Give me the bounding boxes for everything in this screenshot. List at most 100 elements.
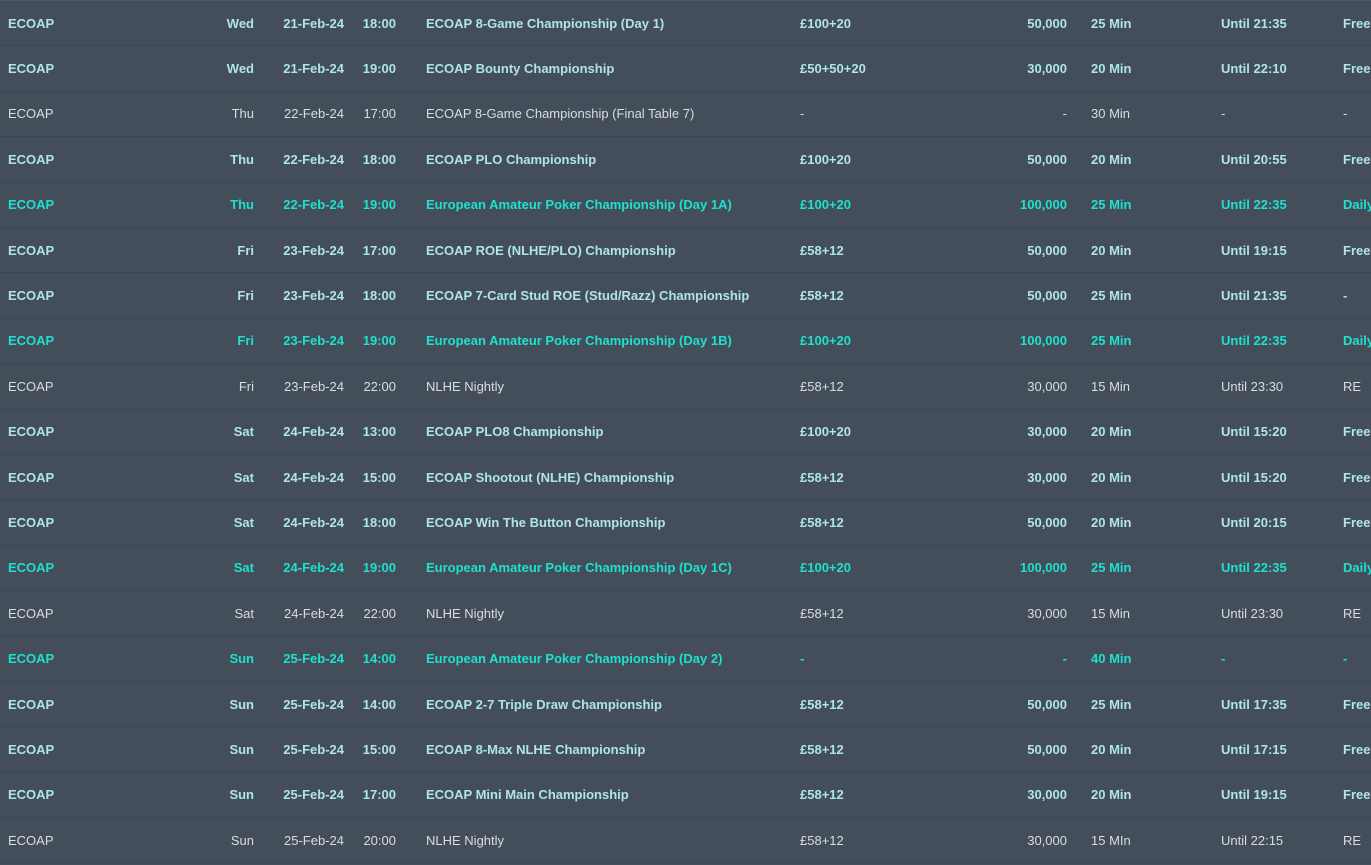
cell-starting-chips: 30,000	[1000, 408, 1067, 455]
cell-day: Fri	[220, 363, 254, 410]
cell-blind-levels: 40 Min	[1067, 635, 1191, 682]
cell-time: 18:00	[344, 499, 396, 546]
cell-spacer	[188, 408, 220, 455]
cell-format: Freezeout	[1326, 45, 1371, 92]
cell-spacer	[188, 181, 220, 228]
cell-late-registration: Until 22:35	[1191, 317, 1326, 365]
cell-format: RE	[1326, 363, 1371, 410]
cell-date: 21-Feb-24	[254, 0, 344, 47]
cell-date: 25-Feb-24	[254, 635, 344, 682]
cell-format: -	[1326, 272, 1371, 319]
cell-day: Fri	[220, 272, 254, 319]
cell-late-registration: Until 21:35	[1191, 0, 1326, 47]
tournament-row[interactable]: ECOAP Fri 23-Feb-24 17:00 ECOAP ROE (NLHE/PL…	[0, 226, 1371, 274]
cell-spacer	[188, 635, 220, 682]
tournament-row[interactable]: ECOAP Sun 25-Feb-24 15:00 ECOAP 8-Max NLHE C…	[0, 726, 1371, 773]
tournament-row[interactable]: ECOAP Sat 24-Feb-24 18:00 ECOAP Win The Butt…	[0, 499, 1371, 546]
cell-buyin: £50+50+20	[794, 45, 1000, 92]
cell-starting-chips: 30,000	[1000, 45, 1067, 92]
cell-late-registration: Until 19:15	[1191, 771, 1326, 819]
tournament-row[interactable]: ECOAP Wed 21-Feb-24 18:00 ECOAP 8-Game Champ…	[0, 0, 1371, 47]
cell-time: 17:00	[344, 226, 396, 274]
cell-blind-levels: 20 Min	[1067, 771, 1191, 819]
cell-brand: ECOAP	[0, 590, 188, 637]
cell-late-registration: Until 15:20	[1191, 408, 1326, 455]
tournament-row[interactable]: ECOAP Thu 22-Feb-24 19:00 European Amateur P…	[0, 181, 1371, 228]
cell-buyin: £100+20	[794, 0, 1000, 47]
cell-blind-levels: 25 Min	[1067, 0, 1191, 47]
tournament-row[interactable]: ECOAP Fri 23-Feb-24 18:00 ECOAP 7-Card Stud …	[0, 272, 1371, 319]
cell-date: 22-Feb-24	[254, 136, 344, 183]
cell-time: 22:00	[344, 363, 396, 410]
cell-date: 25-Feb-24	[254, 771, 344, 819]
cell-date: 24-Feb-24	[254, 453, 344, 501]
cell-day: Sun	[220, 771, 254, 819]
cell-time: 20:00	[344, 817, 396, 864]
tournament-row[interactable]: ECOAP Fri 23-Feb-24 22:00 NLHE Nightly £58+12…	[0, 363, 1371, 410]
cell-format: Freezeout	[1326, 453, 1371, 501]
cell-brand: ECOAP	[0, 0, 188, 47]
cell-late-registration: Until 17:35	[1191, 680, 1326, 728]
cell-late-registration: Until 23:30	[1191, 590, 1326, 637]
cell-late-registration: Until 22:10	[1191, 45, 1326, 92]
tournament-row[interactable]: ECOAP Wed 21-Feb-24 19:00 ECOAP Bounty Champ…	[0, 45, 1371, 92]
cell-time: 19:00	[344, 317, 396, 365]
cell-format: Freezeout	[1326, 408, 1371, 455]
cell-brand: ECOAP	[0, 90, 188, 138]
cell-spacer	[188, 544, 220, 592]
cell-day: Fri	[220, 226, 254, 274]
cell-event-name: ECOAP 8-Game Championship (Final Table 7…	[396, 90, 794, 138]
cell-time: 14:00	[344, 635, 396, 682]
cell-day: Sat	[220, 453, 254, 501]
tournament-row[interactable]: ECOAP Sun 25-Feb-24 14:00 ECOAP 2-7 Triple D…	[0, 680, 1371, 728]
cell-day: Wed	[220, 45, 254, 92]
cell-spacer	[188, 226, 220, 274]
cell-format: Freezeout	[1326, 499, 1371, 546]
cell-starting-chips: 30,000	[1000, 590, 1067, 637]
cell-date: 23-Feb-24	[254, 226, 344, 274]
tournament-row[interactable]: ECOAP Sat 24-Feb-24 13:00 ECOAP PLO8 Champio…	[0, 408, 1371, 455]
cell-format: Daily F/O	[1326, 181, 1371, 228]
cell-spacer	[188, 136, 220, 183]
cell-date: 25-Feb-24	[254, 726, 344, 773]
cell-event-name: ECOAP Shootout (NLHE) Championship	[396, 453, 794, 501]
tournament-row[interactable]: ECOAP Thu 22-Feb-24 18:00 ECOAP PLO Champion…	[0, 136, 1371, 183]
cell-day: Thu	[220, 90, 254, 138]
tournament-row[interactable]: ECOAP Sun 25-Feb-24 17:00 ECOAP Mini Main Ch…	[0, 771, 1371, 819]
cell-late-registration: Until 22:35	[1191, 181, 1326, 228]
cell-date: 24-Feb-24	[254, 408, 344, 455]
cell-time: 15:00	[344, 726, 396, 773]
tournament-row[interactable]: ECOAP Sat 24-Feb-24 19:00 European Amateur P…	[0, 544, 1371, 592]
cell-brand: ECOAP	[0, 635, 188, 682]
cell-day: Sun	[220, 680, 254, 728]
cell-date: 21-Feb-24	[254, 45, 344, 92]
cell-spacer	[188, 726, 220, 773]
cell-buyin: £100+20	[794, 181, 1000, 228]
tournament-row[interactable]: ECOAP Sat 24-Feb-24 15:00 ECOAP Shootout (NL…	[0, 453, 1371, 501]
cell-event-name: ECOAP 8-Max NLHE Championship	[396, 726, 794, 773]
cell-blind-levels: 15 MIn	[1067, 817, 1191, 864]
cell-starting-chips: 50,000	[1000, 226, 1067, 274]
cell-time: 17:00	[344, 90, 396, 138]
tournament-row[interactable]: ECOAP Sun 25-Feb-24 14:00 European Amateur P…	[0, 635, 1371, 682]
cell-starting-chips: 30,000	[1000, 817, 1067, 864]
tournament-row[interactable]: ECOAP Sat 24-Feb-24 22:00 NLHE Nightly £58+12…	[0, 590, 1371, 637]
cell-late-registration: Until 20:15	[1191, 499, 1326, 546]
tournament-row[interactable]: ECOAP Fri 23-Feb-24 19:00 European Amateur P…	[0, 317, 1371, 365]
cell-event-name: ECOAP 2-7 Triple Draw Championship	[396, 680, 794, 728]
cell-late-registration: -	[1191, 635, 1326, 682]
cell-time: 18:00	[344, 136, 396, 183]
cell-format: -	[1326, 635, 1371, 682]
tournament-row[interactable]: ECOAP Thu 22-Feb-24 17:00 ECOAP 8-Game Champ…	[0, 90, 1371, 138]
cell-starting-chips: 50,000	[1000, 499, 1067, 546]
cell-event-name: ECOAP 8-Game Championship (Day 1)	[396, 0, 794, 47]
cell-starting-chips: 30,000	[1000, 453, 1067, 501]
tournament-row[interactable]: ECOAP Sun 25-Feb-24 20:00 NLHE Nightly £58+12…	[0, 817, 1371, 864]
cell-blind-levels: 15 Min	[1067, 590, 1191, 637]
cell-buyin: -	[794, 90, 1000, 138]
cell-brand: ECOAP	[0, 136, 188, 183]
cell-time: 19:00	[344, 181, 396, 228]
cell-blind-levels: 20 Min	[1067, 45, 1191, 92]
cell-late-registration: Until 21:35	[1191, 272, 1326, 319]
